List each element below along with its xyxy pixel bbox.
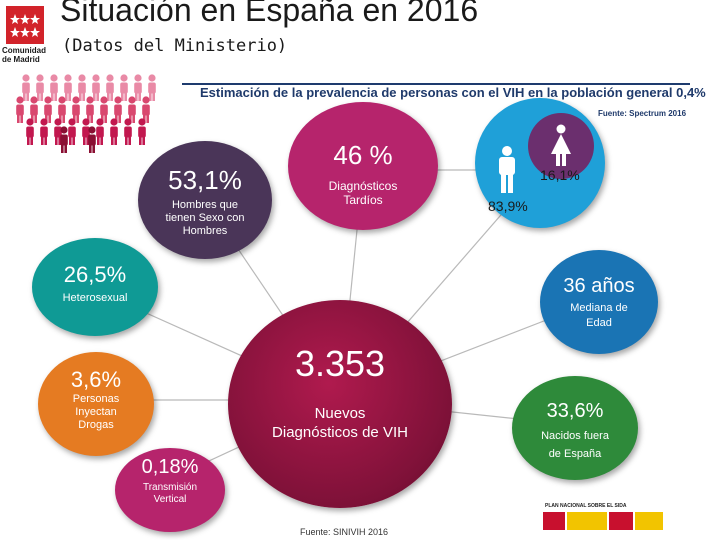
- logo-text: Comunidad de Madrid: [2, 46, 46, 64]
- women-percentage: 16,1%: [540, 167, 580, 183]
- late-diagnosis-circle: [288, 102, 438, 230]
- median-age-circle: [540, 250, 658, 354]
- foreign-born-label: Nacidos fuera de España: [541, 430, 609, 460]
- msm-value: 53,1%: [168, 165, 242, 195]
- prevalence-source: Fuente: Spectrum 2016: [598, 109, 687, 118]
- men-percentage: 83,9%: [488, 198, 528, 214]
- injecting-drugs-label: Personas Inyectan Drogas: [72, 393, 120, 431]
- heterosexual-circle: [32, 238, 158, 336]
- new-diagnoses-label: Nuevos Diagnósticos de VIH: [272, 405, 408, 441]
- median-age-value: 36 años: [563, 275, 635, 297]
- foreign-born-circle: [512, 376, 638, 480]
- vertical-transmission-value: 0,18%: [141, 456, 199, 478]
- vertical-transmission-label: Transmisión Vertical: [142, 482, 198, 505]
- woman-icon: [551, 124, 571, 166]
- new-diagnoses-value: 3.353: [294, 343, 386, 384]
- injecting-drugs-circle: [38, 352, 154, 456]
- injecting-drugs-value: 3,6%: [70, 367, 122, 392]
- stars-icon: [10, 14, 40, 37]
- heterosexual-label: Heterosexual: [62, 292, 128, 304]
- man-icon: [499, 146, 515, 193]
- plan-nacional-text: PLAN NACIONAL SOBRE EL SIDA: [545, 503, 627, 509]
- community-of-madrid-logo: [6, 6, 44, 44]
- prevalence-text: Estimación de la prevalencia de personas…: [200, 85, 706, 100]
- msm-circle: [138, 141, 272, 259]
- msm-label: Hombres que tienen Sexo con Hombres: [165, 199, 245, 237]
- new-diagnoses-circle: [228, 300, 452, 508]
- heterosexual-value: 26,5%: [63, 262, 127, 287]
- late-diagnosis-label: Diagnósticos Tardíos: [328, 179, 398, 207]
- median-age-label: Mediana de Edad: [570, 302, 628, 329]
- footer-source: Fuente: SINIVIH 2016: [300, 527, 389, 537]
- page-subtitle: (Datos del Ministerio): [62, 36, 288, 56]
- prevalence-rule: [182, 83, 690, 85]
- page-title: Situación en España en 2016: [60, 0, 479, 28]
- foreign-born-value: 33,6%: [546, 400, 604, 422]
- late-diagnosis-value: 46 %: [333, 140, 393, 170]
- ministry-logo: [543, 512, 663, 530]
- vertical-transmission-circle: [115, 448, 225, 532]
